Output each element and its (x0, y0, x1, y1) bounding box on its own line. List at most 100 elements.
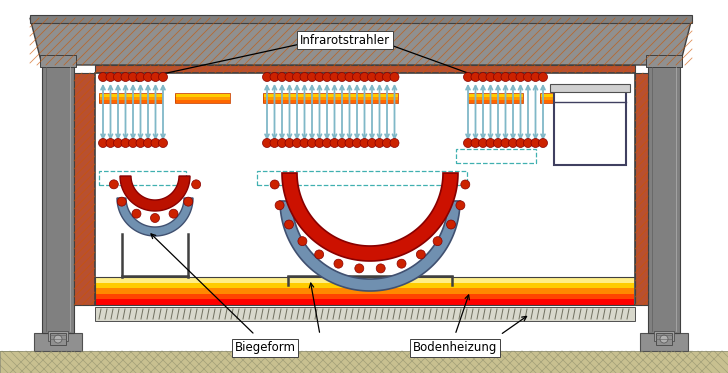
Circle shape (285, 220, 293, 229)
Bar (468, 100, 523, 103)
Circle shape (352, 72, 362, 81)
Bar (468, 94, 523, 97)
Bar (34, 333, 82, 351)
Polygon shape (282, 173, 458, 261)
Circle shape (531, 138, 540, 147)
Bar (263, 94, 398, 97)
Circle shape (523, 138, 532, 147)
Circle shape (494, 72, 502, 81)
Circle shape (275, 201, 284, 210)
Bar (30, 15, 692, 23)
Circle shape (360, 72, 369, 81)
Circle shape (300, 138, 309, 147)
Circle shape (461, 180, 470, 189)
Bar (99, 97, 162, 100)
Bar (540, 97, 600, 100)
Circle shape (330, 72, 339, 81)
Bar (95, 307, 635, 321)
Bar (540, 94, 600, 97)
Circle shape (486, 72, 495, 81)
Circle shape (143, 138, 152, 147)
Circle shape (315, 138, 324, 147)
Circle shape (416, 250, 425, 259)
Bar (99, 171, 186, 185)
Circle shape (338, 138, 347, 147)
Bar (96, 288, 634, 294)
Circle shape (456, 201, 465, 210)
Circle shape (352, 138, 362, 147)
Bar (635, 73, 648, 305)
Circle shape (446, 220, 456, 229)
Bar (95, 73, 635, 305)
Bar (654, 331, 674, 341)
Circle shape (334, 259, 343, 268)
Bar (640, 333, 688, 351)
Circle shape (516, 72, 525, 81)
Circle shape (98, 138, 108, 147)
Circle shape (300, 72, 309, 81)
Bar (40, 55, 76, 67)
Bar (175, 97, 230, 100)
Circle shape (375, 138, 384, 147)
Circle shape (143, 72, 152, 81)
Circle shape (136, 138, 145, 147)
Bar (50, 333, 66, 345)
Circle shape (136, 72, 145, 81)
Circle shape (307, 138, 317, 147)
Circle shape (117, 197, 126, 206)
Circle shape (151, 138, 160, 147)
Circle shape (191, 180, 201, 189)
Circle shape (501, 72, 510, 81)
Bar (175, 93, 230, 103)
Circle shape (132, 209, 141, 218)
Circle shape (114, 72, 122, 81)
Circle shape (376, 264, 385, 273)
Circle shape (478, 72, 488, 81)
Circle shape (501, 138, 510, 147)
Circle shape (314, 250, 324, 259)
Circle shape (345, 72, 354, 81)
Circle shape (382, 138, 392, 147)
Circle shape (360, 138, 369, 147)
Circle shape (486, 138, 495, 147)
Circle shape (433, 236, 442, 246)
Bar (48, 331, 68, 341)
Circle shape (270, 138, 279, 147)
Circle shape (98, 72, 108, 81)
Circle shape (159, 72, 167, 81)
Circle shape (277, 72, 287, 81)
Circle shape (285, 138, 294, 147)
Circle shape (293, 138, 301, 147)
Circle shape (464, 138, 472, 147)
Bar (456, 149, 536, 163)
Polygon shape (120, 176, 190, 211)
Text: Infrarotstrahler: Infrarotstrahler (300, 34, 390, 47)
Bar (540, 93, 600, 103)
Bar (263, 100, 398, 103)
Circle shape (270, 180, 280, 189)
Circle shape (315, 72, 324, 81)
Circle shape (183, 197, 193, 206)
Bar (42, 65, 74, 333)
Circle shape (464, 72, 472, 81)
Text: Biegeform: Biegeform (234, 342, 296, 354)
Bar (99, 100, 162, 103)
Circle shape (397, 259, 406, 268)
Bar (263, 93, 398, 103)
Bar (96, 299, 634, 305)
Circle shape (494, 138, 502, 147)
Circle shape (298, 236, 307, 246)
Bar (656, 333, 672, 345)
Circle shape (508, 138, 518, 147)
Bar (96, 276, 634, 283)
Circle shape (516, 138, 525, 147)
Circle shape (523, 72, 532, 81)
Circle shape (508, 72, 518, 81)
Text: Bodenheizung: Bodenheizung (413, 342, 497, 354)
Bar (95, 65, 635, 73)
Circle shape (293, 72, 301, 81)
Circle shape (159, 138, 167, 147)
Circle shape (121, 72, 130, 81)
Circle shape (660, 335, 668, 343)
Circle shape (390, 138, 399, 147)
